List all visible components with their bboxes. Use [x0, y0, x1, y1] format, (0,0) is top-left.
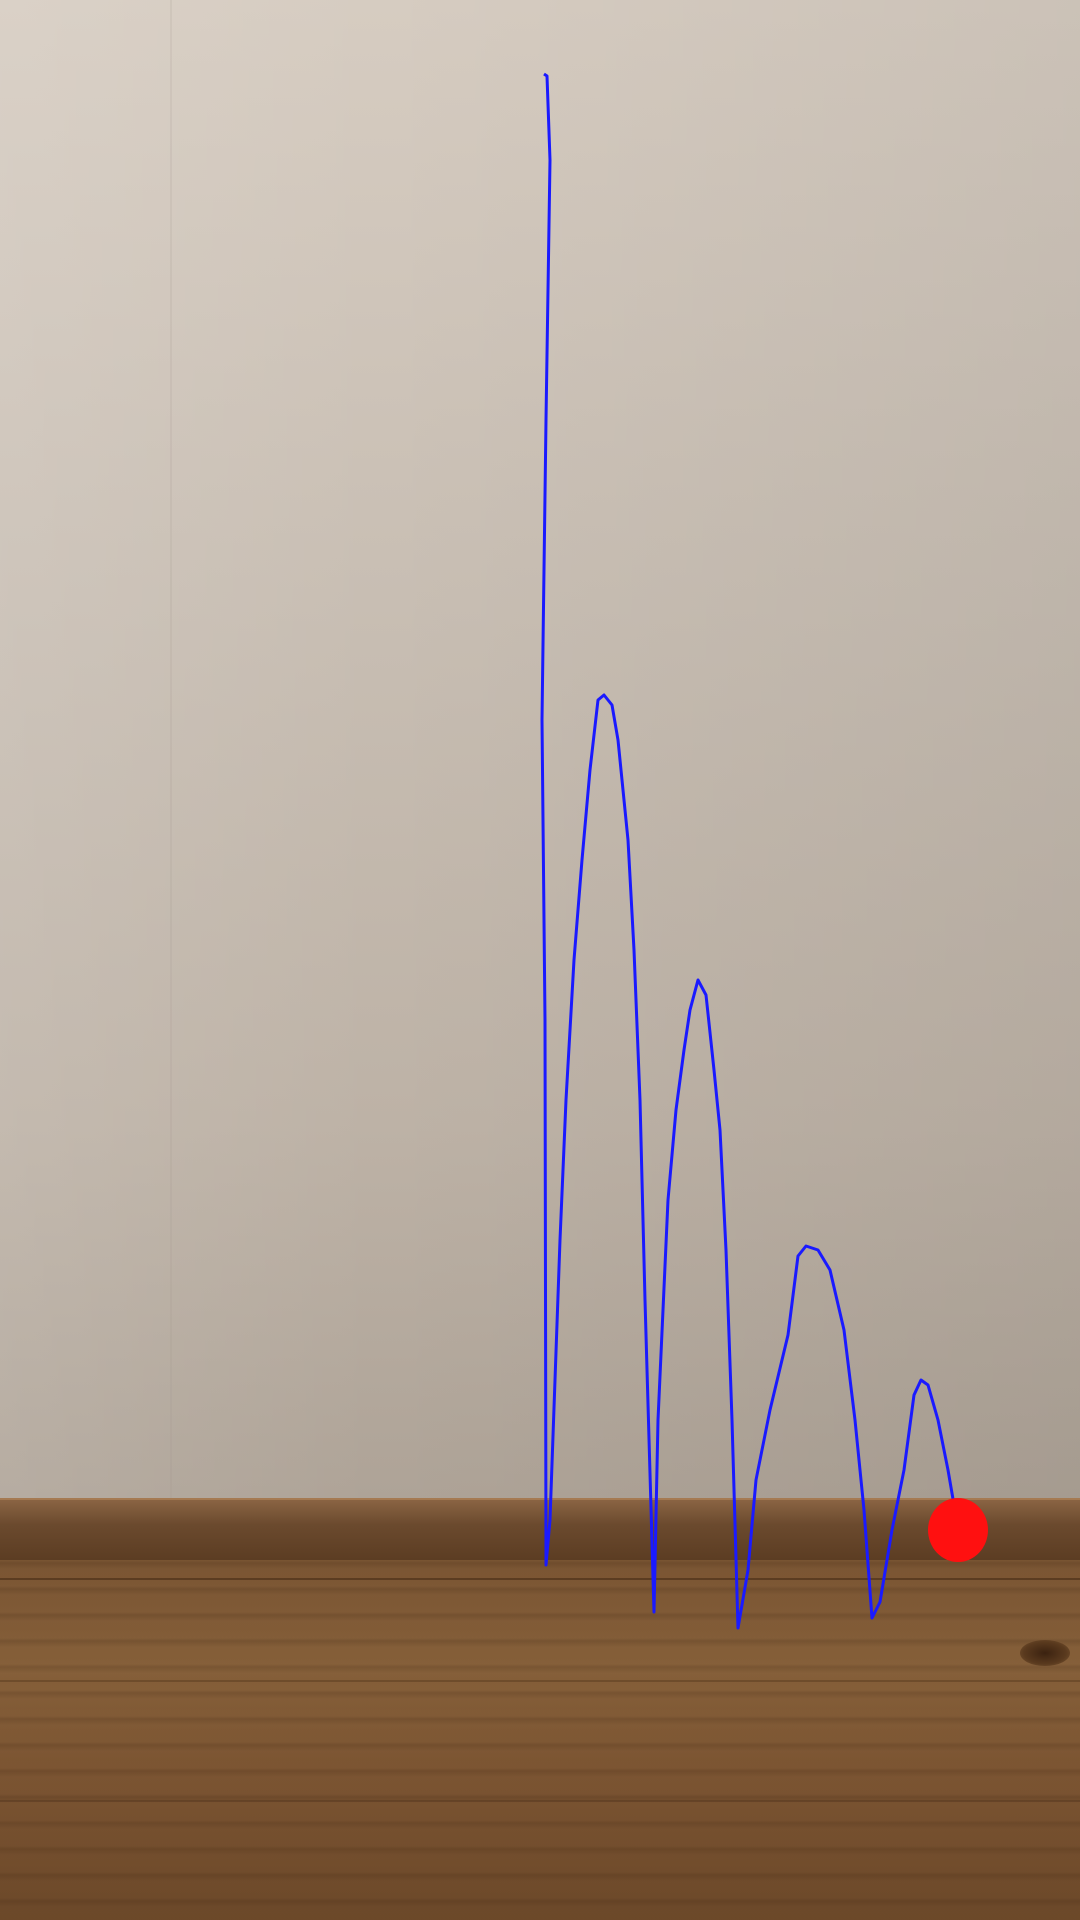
ball-trajectory-line	[540, 72, 960, 1630]
wood-knot	[1020, 1640, 1070, 1666]
floor-plank-line	[0, 1680, 1080, 1682]
wall	[0, 0, 1080, 1500]
floor-plank-line	[0, 1578, 1080, 1580]
wall-seam	[170, 0, 172, 1500]
wooden-floor	[0, 1560, 1080, 1920]
red-ball	[928, 1498, 988, 1562]
floor-plank-line	[0, 1800, 1080, 1802]
baseboard	[0, 1498, 1080, 1562]
